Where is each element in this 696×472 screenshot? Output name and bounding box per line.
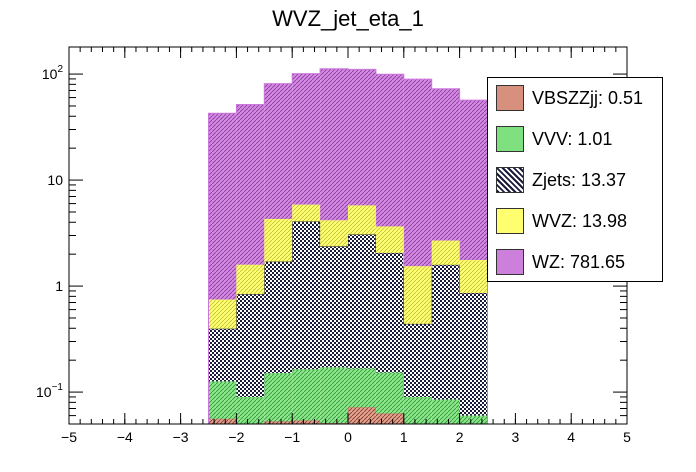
bar-wvz-bin-6 <box>375 226 404 253</box>
bar-zjets-bin-3 <box>292 221 321 370</box>
bar-wz-bin-1 <box>236 104 265 265</box>
legend-label-vbszzjj: VBSZZjj: 0.51 <box>532 88 644 108</box>
x-tick-label: −5 <box>61 429 77 445</box>
bar-zjets-bin-7 <box>403 323 432 397</box>
bar-vvv-bin-0 <box>208 381 237 419</box>
x-tick-label: 5 <box>623 429 631 445</box>
bar-wz-bin-9 <box>459 100 488 261</box>
chart-title: WVZ_jet_eta_1 <box>272 6 424 31</box>
x-tick-label: 1 <box>400 429 408 445</box>
bar-wvz-bin-8 <box>431 240 460 265</box>
x-tick-label: −1 <box>284 429 300 445</box>
bar-zjets-bin-2 <box>264 261 293 374</box>
bar-vvv-bin-8 <box>431 399 460 424</box>
legend: VBSZZjj: 0.51 VVV: 1.01 Zjets: 13.37 WVZ… <box>487 77 663 282</box>
legend-entry-wz: WZ: 781.65 <box>488 242 664 283</box>
bar-vvv-bin-3 <box>292 369 321 421</box>
bar-zjets-bin-9 <box>459 293 488 416</box>
x-tick-label: 0 <box>344 429 352 445</box>
y-tick-label: 102 <box>42 64 64 82</box>
bar-wvz-bin-3 <box>292 204 321 222</box>
x-tick-label: 4 <box>567 429 575 445</box>
y-tick-label: 1 <box>55 278 63 294</box>
legend-swatch-wvz <box>496 208 524 234</box>
legend-swatch-wz <box>496 249 524 275</box>
legend-entry-vbszzjj: VBSZZjj: 0.51 <box>488 78 664 119</box>
legend-label-vvv: VVV: 1.01 <box>532 129 613 149</box>
x-tick-label: 3 <box>512 429 520 445</box>
bar-wz-bin-3 <box>292 73 321 205</box>
bar-vbszzjj-bin-2 <box>264 421 293 424</box>
bar-wz-bin-4 <box>320 68 348 221</box>
legend-entry-wvz: WVZ: 13.98 <box>488 201 664 242</box>
outline-wz <box>208 68 488 424</box>
legend-label-zjets: Zjets: 13.37 <box>532 170 627 190</box>
bar-vvv-bin-9 <box>459 415 488 424</box>
y-tick-label: 10−1 <box>36 382 63 400</box>
bar-wvz-bin-4 <box>320 220 348 247</box>
bar-vvv-bin-6 <box>375 372 404 414</box>
bar-wvz-bin-2 <box>264 218 293 262</box>
bar-vvv-bin-5 <box>348 368 376 408</box>
bar-wvz-bin-9 <box>459 260 488 294</box>
legend-swatch-vbszzjj <box>496 85 524 111</box>
bar-wz-bin-8 <box>431 88 460 241</box>
legend-label-wvz: WVZ: 13.98 <box>532 211 628 231</box>
bar-zjets-bin-8 <box>431 264 460 400</box>
bar-wvz-bin-7 <box>403 266 432 324</box>
legend-swatch-zjets <box>496 167 524 193</box>
axes-layer: −5 −4 −3 −2 −1 0 1 2 3 4 5 10−1 1 10 102 <box>36 47 631 445</box>
bar-wvz-bin-0 <box>208 299 237 329</box>
bar-vvv-bin-7 <box>403 396 432 424</box>
bar-vvv-bin-1 <box>236 396 265 424</box>
bar-zjets-bin-6 <box>375 252 404 373</box>
bar-wz-bin-5 <box>348 69 376 206</box>
bar-vbszzjj-bin-5 <box>348 407 376 424</box>
x-tick-label: −4 <box>117 429 133 445</box>
bars-layer <box>208 68 488 425</box>
bar-vbszzjj-bin-3 <box>292 420 321 424</box>
bar-wz-bin-6 <box>375 74 404 227</box>
legend-entry-vvv: VVV: 1.01 <box>488 119 664 160</box>
bar-zjets-bin-0 <box>208 328 237 382</box>
bar-wz-bin-7 <box>403 79 432 267</box>
bar-zjets-bin-4 <box>320 246 348 368</box>
y-tick-label: 10 <box>47 172 63 188</box>
bar-wvz-bin-1 <box>236 264 265 295</box>
bar-wz-bin-0 <box>208 113 237 300</box>
bar-wvz-bin-5 <box>348 205 376 235</box>
bar-zjets-bin-1 <box>236 294 265 397</box>
legend-swatch-vvv <box>496 126 524 152</box>
x-tick-label: −3 <box>173 429 189 445</box>
bar-wz-bin-2 <box>264 83 293 219</box>
x-tick-label: 2 <box>456 429 464 445</box>
legend-label-wz: WZ: 781.65 <box>532 252 626 272</box>
bar-vvv-bin-2 <box>264 373 293 422</box>
bar-zjets-bin-5 <box>348 234 376 369</box>
legend-entry-zjets: Zjets: 13.37 <box>488 160 664 201</box>
bar-vvv-bin-4 <box>320 367 348 424</box>
bar-vbszzjj-bin-6 <box>375 413 404 424</box>
bar-vbszzjj-bin-0 <box>208 418 237 424</box>
x-tick-label: −2 <box>228 429 244 445</box>
